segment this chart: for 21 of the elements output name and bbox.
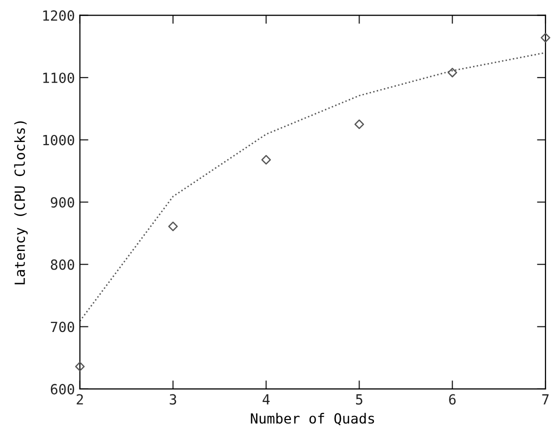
y-tick-label: 1100 (43, 72, 74, 84)
x-tick-label: 5 (356, 394, 362, 405)
y-tick-label: 1000 (43, 134, 74, 146)
point (540, 32, 550, 43)
y-tick-label: 600 (50, 384, 74, 394)
point (261, 154, 271, 165)
point (168, 222, 178, 232)
x-tick-label: 7 (542, 394, 549, 404)
point (75, 362, 85, 372)
x-tick-label: 3 (170, 394, 176, 405)
y-tick-label: 800 (50, 259, 74, 270)
point (448, 68, 458, 78)
x-tick-label: 4 (262, 394, 270, 404)
x-axis-title: Number of Quads (250, 412, 374, 426)
y-tick-label: 1200 (43, 10, 74, 21)
y-tick-label: 700 (50, 322, 74, 332)
y-tick-label: 900 (50, 197, 74, 208)
point (354, 119, 364, 130)
y-axis-title: Latency (CPU Clocks) (14, 121, 28, 284)
x-tick-label: 2 (76, 394, 83, 404)
x-tick-label: 6 (449, 394, 456, 405)
